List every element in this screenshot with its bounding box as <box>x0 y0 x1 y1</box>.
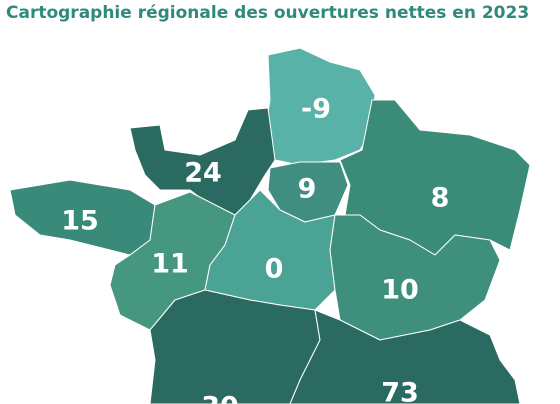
regions <box>9 47 531 404</box>
region <box>289 309 521 404</box>
region-value: -9 <box>301 94 331 125</box>
region-value: 24 <box>184 158 222 189</box>
region-value: 8 <box>431 183 450 214</box>
region-value: 73 <box>381 378 419 404</box>
region-value: 10 <box>381 275 419 306</box>
region-value: 11 <box>151 249 189 280</box>
map-title: Cartographie régionale des ouvertures ne… <box>6 3 529 23</box>
region-value: 0 <box>265 254 284 285</box>
region <box>204 189 336 311</box>
region <box>149 289 321 404</box>
region <box>129 107 276 216</box>
region-value: 30 <box>201 392 239 404</box>
region <box>329 214 501 341</box>
region-labels: -9 24 9 8 15 11 0 10 30 73 <box>61 94 449 404</box>
region-value: 15 <box>61 206 99 237</box>
region-value: 9 <box>298 174 317 205</box>
